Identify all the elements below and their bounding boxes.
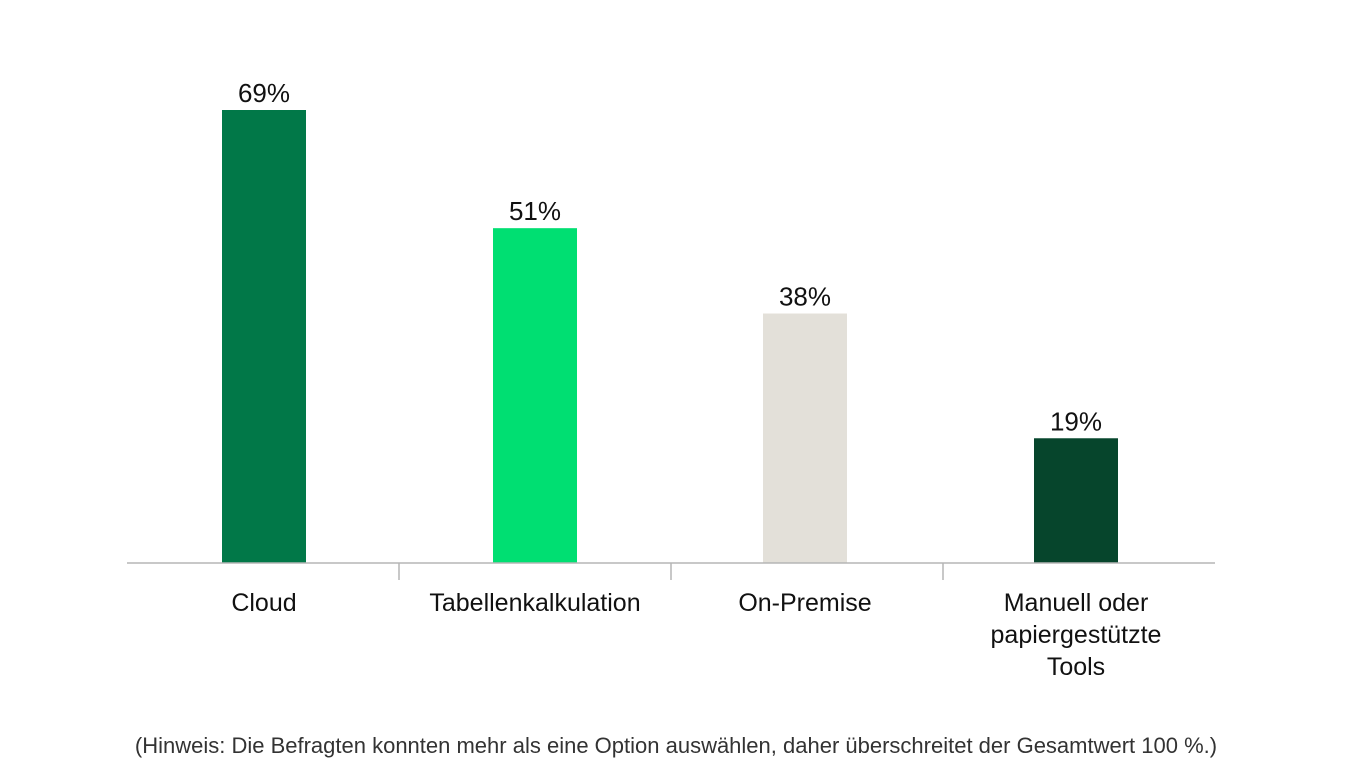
- value-labels-group: 69% 51% 38% 19%: [238, 78, 1102, 436]
- category-label-3-line-1: On-Premise: [738, 589, 871, 617]
- category-label-4-line-1: Manuell oder: [1004, 589, 1149, 617]
- value-label-1: 69%: [238, 78, 290, 108]
- footnote: (Hinweis: Die Befragten konnten mehr als…: [134, 733, 1218, 758]
- value-label-2: 51%: [509, 196, 561, 226]
- bar-4: [1034, 438, 1118, 563]
- category-label-3: On-Premise: [738, 589, 871, 617]
- category-label-1: Cloud: [231, 589, 296, 617]
- category-label-2: Tabellenkalkulation: [429, 589, 640, 617]
- bar-chart: 69% 51% 38% 19% Cloud Tabellenkalkulation On-…: [127, 78, 1215, 681]
- x-axis-ticks: [398, 563, 944, 580]
- bar-3: [763, 313, 847, 563]
- category-label-4-line-2: papiergestützte: [991, 621, 1162, 649]
- value-label-3: 38%: [779, 282, 831, 312]
- x-axis-tick-labels: Cloud Tabellenkalkulation On-Premise Manuel…: [231, 589, 1161, 681]
- category-label-1-line-1: Cloud: [231, 589, 296, 617]
- bar-1: [222, 110, 306, 563]
- bar-2: [493, 228, 577, 563]
- category-label-4: Manuell oder papiergestützte Tools: [991, 589, 1162, 681]
- category-label-4-line-3: Tools: [1047, 653, 1105, 681]
- value-label-4: 19%: [1050, 406, 1102, 436]
- bars-group: [222, 110, 1118, 563]
- category-label-2-line-1: Tabellenkalkulation: [429, 589, 640, 617]
